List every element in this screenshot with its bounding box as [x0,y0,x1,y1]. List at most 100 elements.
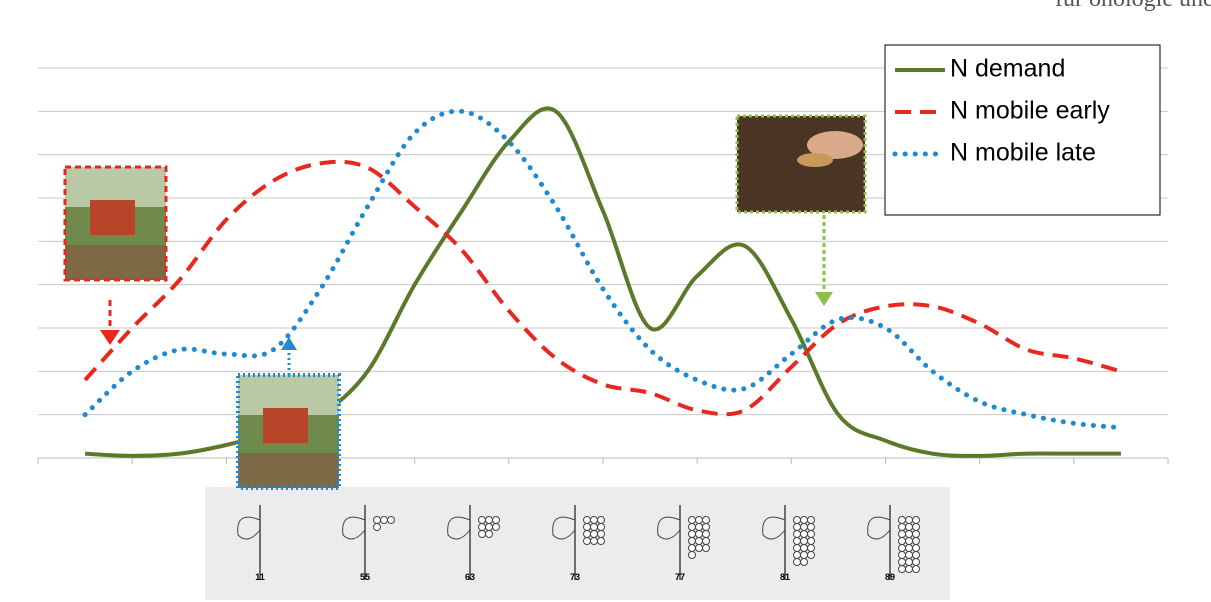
berry [801,545,808,552]
berry [794,538,801,545]
berry [808,531,815,538]
berry [696,517,703,524]
stage-label: 89 [885,572,895,582]
corner-text: für önologie und m [1055,0,1211,12]
berry [479,531,486,538]
berry [794,545,801,552]
berry [801,524,808,531]
berry [899,524,906,531]
berry [689,545,696,552]
berry [913,552,920,559]
berry [388,517,395,524]
berry [689,524,696,531]
arrow-seeds [815,215,833,306]
berry [591,531,598,538]
berry [906,538,913,545]
berry [794,517,801,524]
stage-label: 11 [255,572,265,582]
berry [794,552,801,559]
stage-label: 77 [675,572,685,582]
berry [913,559,920,566]
stage-label: 73 [570,572,580,582]
berry [696,531,703,538]
photo-seeds [737,116,865,212]
berry [381,517,388,524]
stage-panel [205,487,950,600]
berry [794,524,801,531]
stage-label: 63 [465,572,475,582]
berry [906,524,913,531]
berry [689,538,696,545]
berry [591,538,598,545]
berry [703,517,710,524]
berry [906,545,913,552]
berry [913,531,920,538]
berry [703,531,710,538]
berry [808,545,815,552]
berry [584,524,591,531]
photo-tractor-late [238,375,339,488]
legend-label: N mobile early [950,97,1110,125]
berry [598,524,605,531]
stage-label: 81 [780,572,790,582]
berry [801,538,808,545]
berry [899,538,906,545]
chart: für önologie und m 11 55 63 73 77 81 89 [0,0,1211,602]
berry [486,531,493,538]
berry [374,524,381,531]
berry [584,517,591,524]
berry [703,545,710,552]
photo-tractor-early [65,167,166,280]
legend-label: N demand [950,55,1065,83]
berry [801,531,808,538]
berry [808,538,815,545]
berry [794,559,801,566]
berry [808,517,815,524]
berry [906,552,913,559]
berry [906,531,913,538]
berry [899,552,906,559]
berry [801,517,808,524]
legend: N demand N mobile early N mobile late [885,45,1160,215]
berry [696,524,703,531]
berry [374,517,381,524]
berry [493,517,500,524]
berry [913,538,920,545]
berry [899,517,906,524]
berry [598,538,605,545]
berry [913,545,920,552]
berry [906,517,913,524]
stage-label: 55 [360,572,370,582]
berry [703,538,710,545]
berry [689,517,696,524]
berry [794,531,801,538]
berry [703,524,710,531]
berry [486,524,493,531]
berry [689,552,696,559]
berry [913,517,920,524]
berry [479,517,486,524]
berry [899,545,906,552]
berry [913,566,920,573]
berry [899,531,906,538]
berry [584,538,591,545]
berry [591,524,598,531]
berry [808,552,815,559]
berry [906,559,913,566]
berry [906,566,913,573]
berry [801,559,808,566]
legend-label: N mobile late [950,139,1096,167]
arrow-early [100,300,120,345]
berry [598,517,605,524]
berry [479,524,486,531]
berry [696,538,703,545]
berry [486,517,493,524]
berry [801,552,808,559]
berry [591,517,598,524]
berry [913,524,920,531]
berry [689,531,696,538]
berry [696,545,703,552]
berry [493,524,500,531]
berry [598,531,605,538]
berry [808,524,815,531]
